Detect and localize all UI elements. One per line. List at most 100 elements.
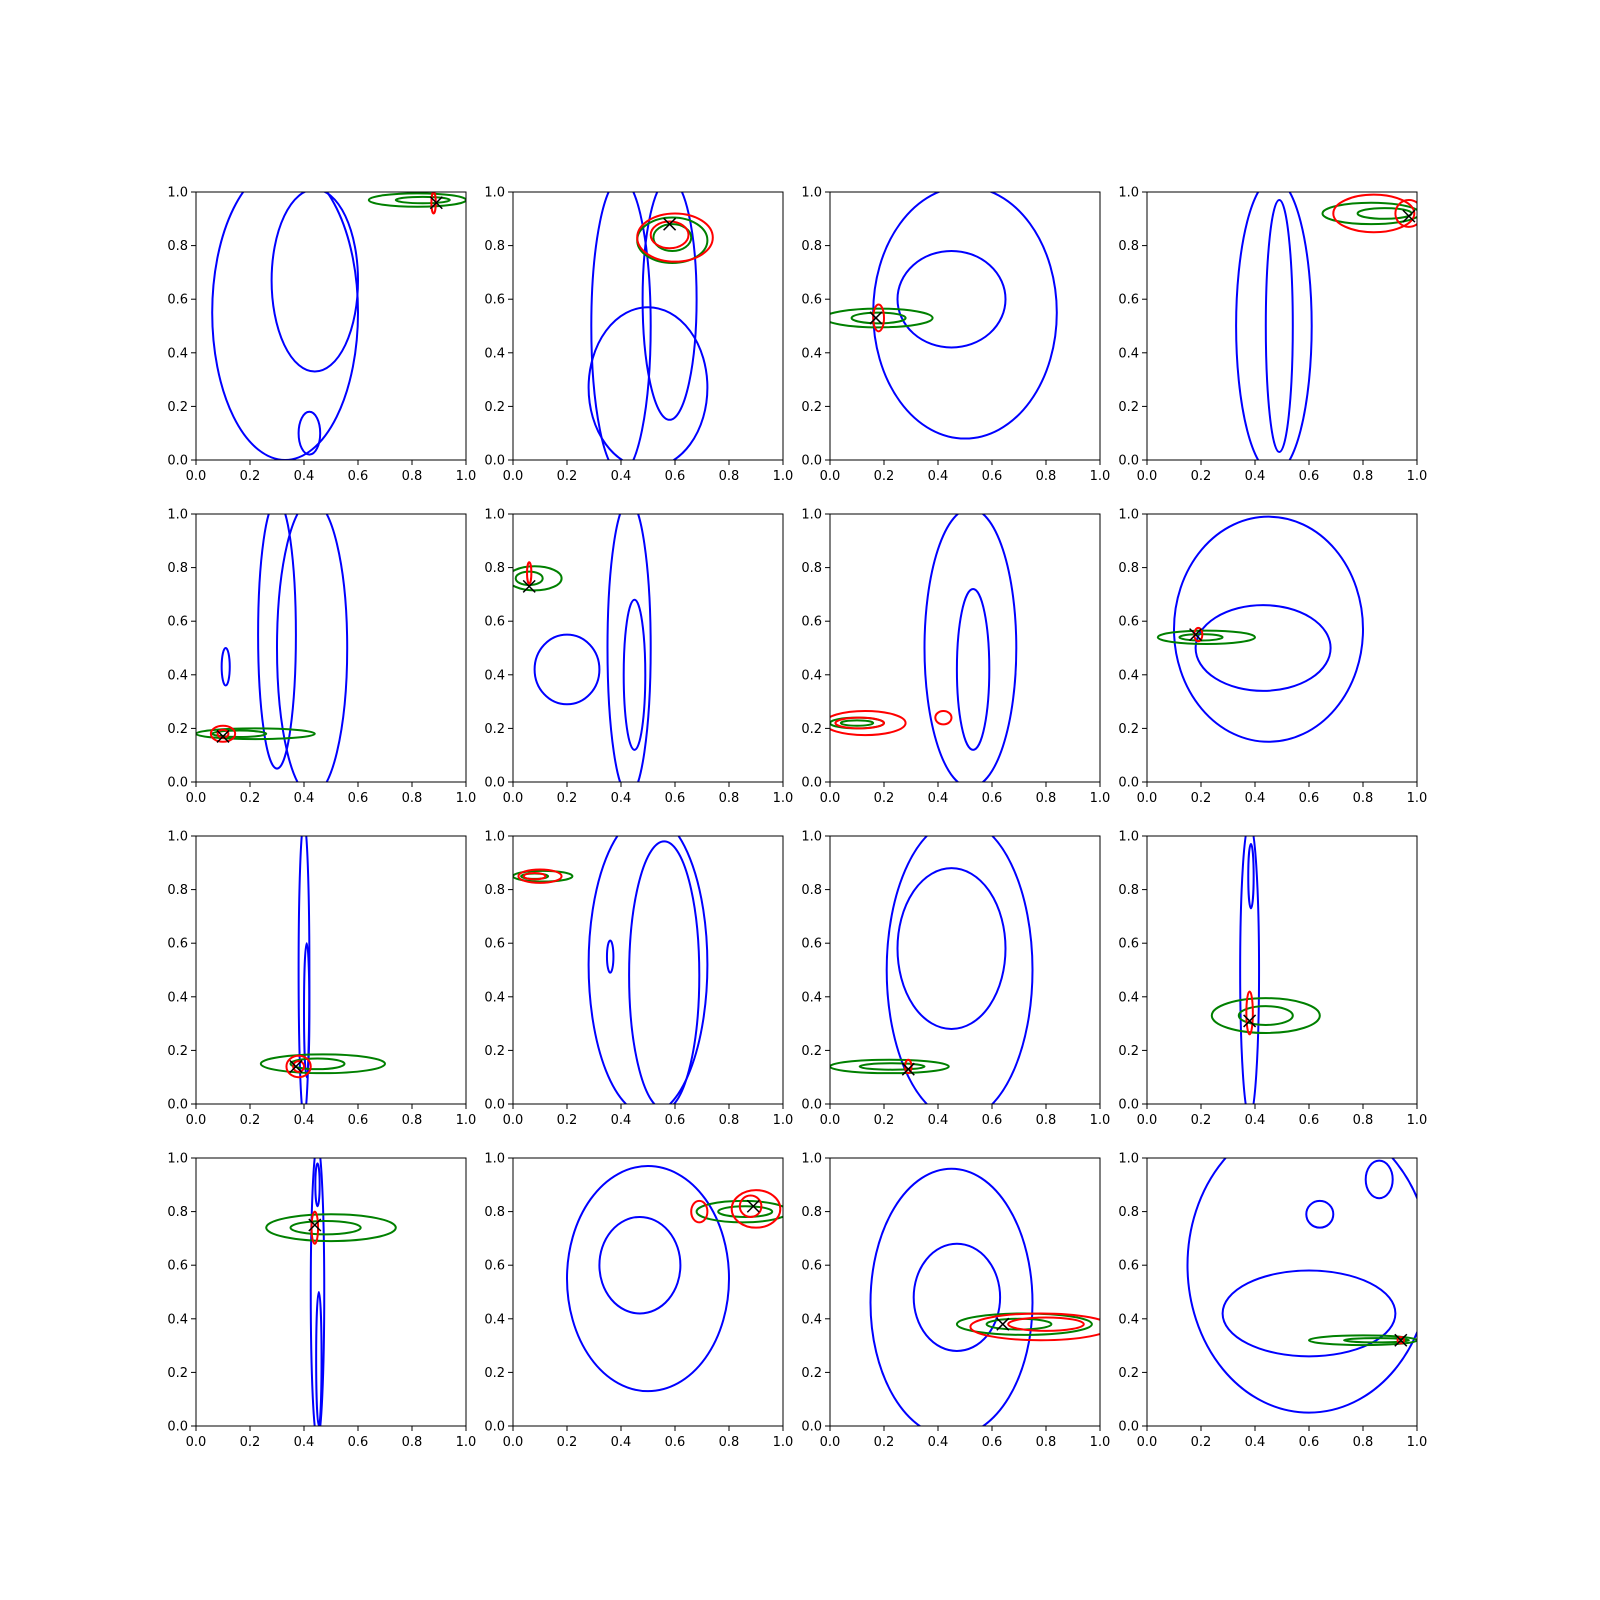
red-contour-3 [934, 709, 953, 726]
x-tick-label: 0.0 [1137, 1113, 1158, 1128]
blue-contour-2 [955, 588, 991, 751]
blue-contour-1 [309, 1158, 326, 1426]
blue-contour-2 [1247, 843, 1255, 910]
y-tick-label: 0.6 [1118, 293, 1139, 308]
red-contour-1 [730, 1189, 782, 1229]
blue-contour-3 [220, 647, 231, 687]
y-tick-label: 0.6 [1118, 1259, 1139, 1274]
x-tick-label: 0.8 [1036, 1113, 1057, 1128]
y-tick-label: 0.2 [1118, 1366, 1139, 1381]
x-tick-label: 0.0 [1137, 1435, 1158, 1450]
x-tick-label: 0.8 [1353, 1113, 1374, 1128]
x-tick-label: 0.2 [557, 469, 578, 484]
subplot-12: 0.0 0.2 0.4 0.6 0.8 1.0 0.0 0.2 0.4 0.6 0.8 1.0 [1118, 830, 1427, 1129]
green-contour-2 [1343, 1337, 1410, 1344]
x-tick-label: 0.2 [874, 791, 895, 806]
green-contour-2 [717, 1205, 774, 1218]
x-marker [869, 311, 883, 325]
green-contour-1 [1156, 629, 1257, 645]
x-marker [746, 1199, 760, 1213]
x-tick-label: 0.0 [503, 1435, 524, 1450]
y-tick-label: 0.6 [167, 293, 188, 308]
y-tick-label: 0.2 [167, 400, 188, 415]
subplot-13: 0.0 0.2 0.4 0.6 0.8 1.0 0.0 0.2 0.4 0.6 0.8 1.0 [167, 1152, 476, 1451]
y-axis: 0.0 0.2 0.4 0.6 0.8 1.0 [1118, 508, 1147, 791]
x-axis: 0.0 0.2 0.4 0.6 0.8 1.0 [186, 460, 476, 484]
plot-area [869, 1167, 1100, 1426]
y-tick-label: 0.0 [1118, 1420, 1139, 1435]
y-tick-label: 0.8 [484, 1205, 505, 1220]
y-tick-label: 0.6 [801, 1259, 822, 1274]
green-contour-2 [514, 570, 544, 587]
x-tick-label: 0.2 [240, 1113, 261, 1128]
y-tick-label: 1.0 [167, 830, 188, 845]
plot-area [587, 192, 714, 460]
plot-area [566, 1165, 783, 1393]
x-axis: 0.0 0.2 0.4 0.6 0.8 1.0 [503, 460, 793, 484]
y-tick-label: 0.6 [1118, 615, 1139, 630]
blue-contour-1 [257, 514, 297, 770]
y-tick-label: 0.8 [167, 239, 188, 254]
x-tick-label: 0.0 [186, 1435, 207, 1450]
x-tick-label: 0.2 [1191, 469, 1212, 484]
blue-contour-1 [923, 514, 1018, 782]
x-tick-label: 0.6 [665, 1435, 686, 1450]
y-tick-label: 0.4 [167, 668, 188, 683]
red-contour-3 [690, 1199, 709, 1224]
x-marker [996, 1317, 1010, 1331]
y-tick-label: 1.0 [1118, 1152, 1139, 1167]
x-tick-label: 1.0 [1407, 469, 1428, 484]
red-contour-1 [1332, 193, 1416, 234]
y-axis: 0.0 0.2 0.4 0.6 0.8 1.0 [167, 830, 196, 1113]
x-tick-label: 0.8 [719, 1113, 740, 1128]
y-tick-label: 0.6 [484, 1259, 505, 1274]
y-tick-label: 0.8 [1118, 561, 1139, 576]
x-tick-label: 0.0 [1137, 469, 1158, 484]
subplot-1: 0.0 0.2 0.4 0.6 0.8 1.0 0.0 0.2 0.4 0.6 0.8 1.0 [167, 186, 476, 485]
blue-contour-2 [1221, 1269, 1397, 1358]
subplot-15: 0.0 0.2 0.4 0.6 0.8 1.0 0.0 0.2 0.4 0.6 0.8 1.0 [801, 1152, 1110, 1451]
y-tick-label: 1.0 [484, 186, 505, 201]
y-tick-label: 0.6 [801, 937, 822, 952]
axes-frame [195, 1157, 467, 1427]
plot-area [513, 836, 709, 1104]
y-tick-label: 0.0 [167, 776, 188, 791]
x-tick-label: 0.8 [1036, 1435, 1057, 1450]
green-contour-1 [265, 1213, 397, 1243]
y-tick-label: 0.2 [1118, 1044, 1139, 1059]
x-axis: 0.0 0.2 0.4 0.6 0.8 1.0 [1137, 1104, 1427, 1128]
red-contour-1 [1245, 990, 1254, 1036]
x-axis: 0.0 0.2 0.4 0.6 0.8 1.0 [503, 1104, 793, 1128]
y-tick-label: 0.0 [1118, 1098, 1139, 1113]
axes-frame [1146, 1157, 1418, 1427]
subplot-9: 0.0 0.2 0.4 0.6 0.8 1.0 0.0 0.2 0.4 0.6 0.8 1.0 [167, 830, 476, 1129]
y-tick-label: 0.4 [484, 668, 505, 683]
red-contour-2 [738, 1194, 763, 1218]
y-tick-label: 1.0 [801, 1152, 822, 1167]
x-tick-label: 0.6 [982, 791, 1003, 806]
y-axis: 0.0 0.2 0.4 0.6 0.8 1.0 [484, 1152, 513, 1435]
x-tick-label: 0.0 [820, 791, 841, 806]
y-tick-label: 0.2 [801, 400, 822, 415]
x-tick-label: 1.0 [1407, 791, 1428, 806]
axes-frame [195, 835, 467, 1105]
x-tick-label: 0.8 [1036, 469, 1057, 484]
y-axis: 0.0 0.2 0.4 0.6 0.8 1.0 [801, 1152, 830, 1435]
axes-frame [829, 513, 1101, 783]
x-marker [308, 1218, 322, 1232]
x-tick-label: 0.6 [665, 469, 686, 484]
y-tick-label: 0.8 [1118, 883, 1139, 898]
red-contour-1 [830, 709, 907, 737]
y-tick-label: 0.8 [801, 1205, 822, 1220]
subplot-grid: 0.0 0.2 0.4 0.6 0.8 1.00.00.20.40.60.81.00.0 0… [167, 186, 1428, 1451]
x-tick-label: 1.0 [1090, 1435, 1111, 1450]
x-marker [289, 1059, 303, 1074]
y-tick-label: 0.8 [167, 1205, 188, 1220]
red-contour-1 [636, 212, 714, 263]
blue-contour-1 [869, 1167, 1034, 1426]
y-tick-label: 0.0 [1118, 776, 1139, 791]
y-tick-label: 0.4 [1118, 668, 1139, 683]
x-tick-label: 0.0 [1137, 791, 1158, 806]
axes-frame [195, 513, 467, 783]
y-tick-label: 1.0 [484, 1152, 505, 1167]
